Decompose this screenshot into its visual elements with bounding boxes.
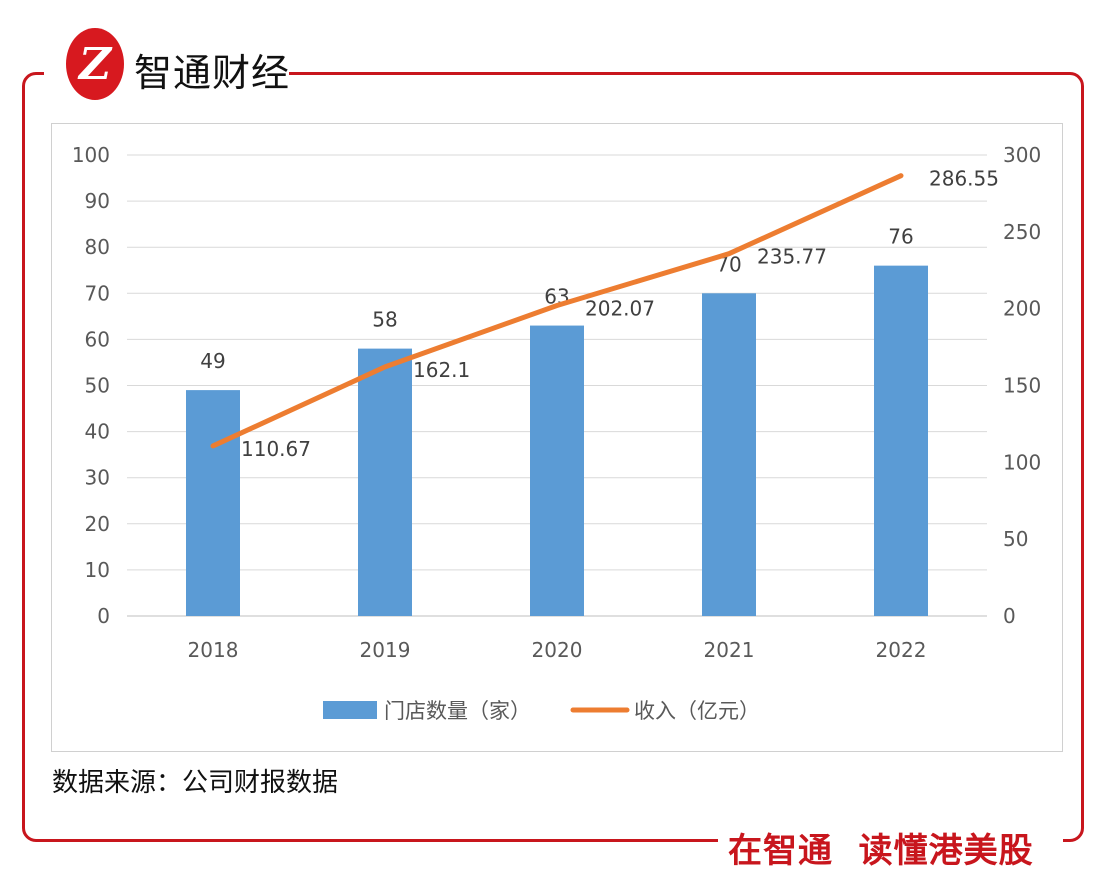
y-left-tick-label: 80: [85, 235, 110, 259]
line-data-label: 202.07: [585, 296, 655, 320]
line-data-label: 286.55: [929, 167, 999, 191]
y-left-tick-label: 20: [85, 512, 110, 536]
x-tick-label: 2018: [188, 638, 239, 662]
line-data-label: 235.77: [757, 245, 827, 269]
brand-frame: [22, 72, 1084, 842]
bar: [358, 348, 412, 616]
line-point: [899, 173, 903, 178]
bar-data-label: 49: [200, 349, 225, 373]
x-tick-label: 2022: [876, 638, 927, 662]
y-left-tick-label: 50: [85, 374, 110, 398]
y-left-tick-label: 30: [85, 466, 110, 490]
data-source: 数据来源：公司财报数据: [52, 768, 339, 798]
slogan-background: [718, 815, 1063, 875]
y-left-tick-label: 90: [85, 189, 110, 213]
logo-text: 智通财经: [134, 51, 291, 95]
bar-data-label: 58: [372, 308, 397, 332]
bar: [186, 390, 240, 616]
bar: [702, 293, 756, 616]
y-right-tick-label: 50: [1003, 527, 1028, 551]
y-right-tick-label: 0: [1003, 604, 1016, 628]
line-point: [211, 443, 215, 448]
bar-data-label: 76: [888, 225, 913, 249]
logo-mark-letter: Z: [78, 38, 112, 90]
y-left-tick-label: 60: [85, 327, 110, 351]
y-left-tick-label: 10: [85, 558, 110, 582]
chart-container: [51, 123, 1063, 752]
line-data-label: 110.67: [241, 437, 311, 461]
y-left-tick-label: 0: [97, 604, 110, 628]
y-right-tick-label: 100: [1003, 450, 1041, 474]
y-left-tick-label: 100: [72, 143, 110, 167]
y-right-tick-label: 200: [1003, 297, 1041, 321]
legend-line-label: 收入（亿元）: [634, 699, 760, 723]
y-right-tick-label: 150: [1003, 374, 1041, 398]
y-right-tick-label: 250: [1003, 220, 1041, 244]
line-point: [383, 364, 387, 369]
legend-bar-label: 门店数量（家）: [384, 699, 531, 723]
y-right-tick-label: 300: [1003, 143, 1041, 167]
bar: [530, 325, 584, 616]
bar: [874, 265, 928, 616]
logo-mark: Z: [66, 28, 124, 100]
line-data-label: 162.1: [413, 358, 470, 382]
x-tick-label: 2019: [360, 638, 411, 662]
y-left-tick-label: 40: [85, 420, 110, 444]
y-left-tick-label: 70: [85, 281, 110, 305]
x-tick-label: 2021: [704, 638, 755, 662]
legend-bar-swatch: [323, 701, 377, 719]
line-point: [555, 303, 559, 308]
line-point: [727, 251, 731, 256]
x-tick-label: 2020: [532, 638, 583, 662]
slogan: 在智通 读懂港美股: [728, 831, 1034, 871]
